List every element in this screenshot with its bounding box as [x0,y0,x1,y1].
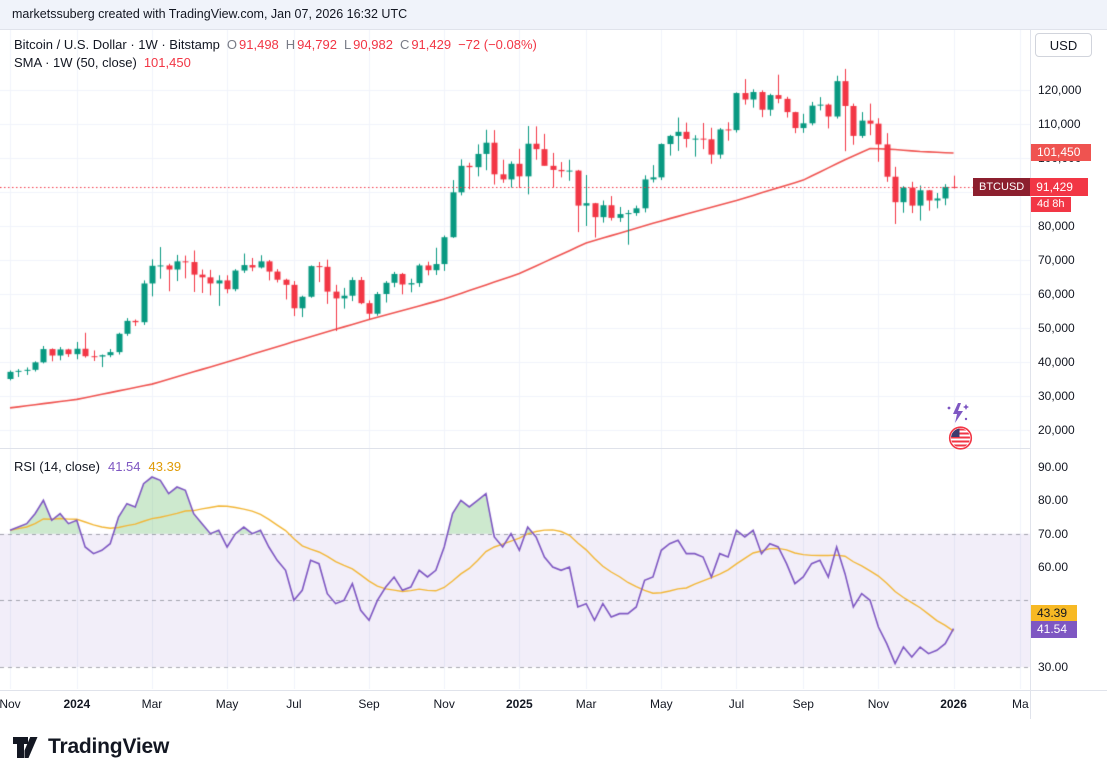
time-axis-label: Ma [1012,697,1029,711]
time-axis-label: Nov [433,697,455,711]
low-label: L [343,37,352,52]
time-axis-label: Sep [792,697,814,711]
time-axis-label: Sep [358,697,380,711]
attribution-bar: marketssuberg created with TradingView.c… [0,0,1107,30]
rsi-ma-value-badge: 43.39 [1031,605,1077,622]
us-flag-event-icon[interactable] [948,426,973,455]
rsi-value: 41.54 [107,459,141,474]
price-axis-label: 40,000 [1038,355,1075,369]
price-axis-label: 120,000 [1038,83,1082,97]
time-axis-label: Nov [0,697,21,711]
high-label: H [285,37,296,52]
low-value: 90,982 [353,37,393,52]
time-axis-label: Jul [728,697,745,711]
time-axis-label: Jul [286,697,302,711]
economic-event-lightning-icon[interactable] [944,401,971,431]
time-axis-label: 2025 [505,697,533,711]
time-axis-label: Mar [141,697,163,711]
time-axis-label: May [649,697,673,711]
open-value: 91,498 [239,37,279,52]
price-chart-canvas[interactable] [0,30,1030,448]
bar-countdown-badge: 4d 8h [1031,197,1071,212]
rsi-axis-label: 30.00 [1038,660,1069,674]
pane-divider[interactable] [0,448,1030,449]
rsi-ma-value: 43.39 [148,459,182,474]
last-price-badge: BTCUSD 91,429 [973,178,1089,196]
sma-value: 101,450 [143,55,191,70]
price-axis-label: 30,000 [1038,389,1075,403]
rsi-label: RSI (14, close) [14,459,100,474]
axis-corner-divider [1030,691,1031,719]
close-label: C [399,37,410,52]
time-axis-label: May [215,697,239,711]
price-axis-label: 60,000 [1038,287,1075,301]
price-axis-label: 20,000 [1038,423,1075,437]
time-axis-label: Mar [575,697,597,711]
footer-bar: TradingView [0,718,1107,776]
time-axis-label: 2026 [940,697,967,711]
symbol-ohlc-row[interactable]: Bitcoin / U.S. Dollar · 1W · Bitstamp O 91… [14,36,537,54]
close-value: 91,429 [411,37,452,52]
price-axis-label: 110,000 [1038,117,1081,131]
symbol-label-badge: BTCUSD [973,178,1031,196]
time-axis[interactable]: Nov 2024 Mar May Jul Sep Nov 2025 Mar May Jul Sep No… [0,690,1107,719]
tradingview-brand-text[interactable]: TradingView [48,735,170,758]
price-axis-label: 50,000 [1038,321,1075,335]
symbol-title: Bitcoin / U.S. Dollar · 1W · Bitstamp [14,37,220,52]
main-symbol-legend[interactable]: Bitcoin / U.S. Dollar · 1W · Bitstamp O 91… [14,36,537,72]
currency-toggle-button[interactable]: USD [1035,33,1092,57]
attribution-text: marketssuberg created with TradingView.c… [12,7,408,21]
price-axis[interactable]: 120,000110,000100,00080,00070,00060,0005… [1030,30,1107,690]
time-axis-label: 2024 [63,697,91,711]
rsi-axis-label: 80.00 [1038,493,1069,508]
price-axis-label: 80,000 [1038,219,1075,233]
change-value: −72 (−0.08%) [458,37,537,52]
open-label: O [226,37,238,52]
rsi-indicator-legend[interactable]: RSI (14, close) 41.54 43.39 [14,458,181,476]
sma-label: SMA · 1W (50, close) [14,55,137,70]
sma-price-badge: 101,450 [1031,144,1091,161]
time-axis-label: Nov [867,697,890,711]
rsi-value-badge: 41.54 [1031,621,1077,638]
last-price-value-badge: 91,429 [1030,178,1089,196]
high-value: 94,792 [297,37,337,52]
rsi-axis-label: 90.00 [1038,460,1069,474]
rsi-axis-label: 70.00 [1038,526,1069,541]
tradingview-logo-icon[interactable] [13,736,40,759]
rsi-axis-label: 60.00 [1038,560,1069,574]
rsi-chart-canvas[interactable] [0,449,1030,689]
sma-indicator-legend[interactable]: SMA · 1W (50, close) 101,450 [14,54,537,72]
price-axis-label: 70,000 [1038,253,1075,267]
